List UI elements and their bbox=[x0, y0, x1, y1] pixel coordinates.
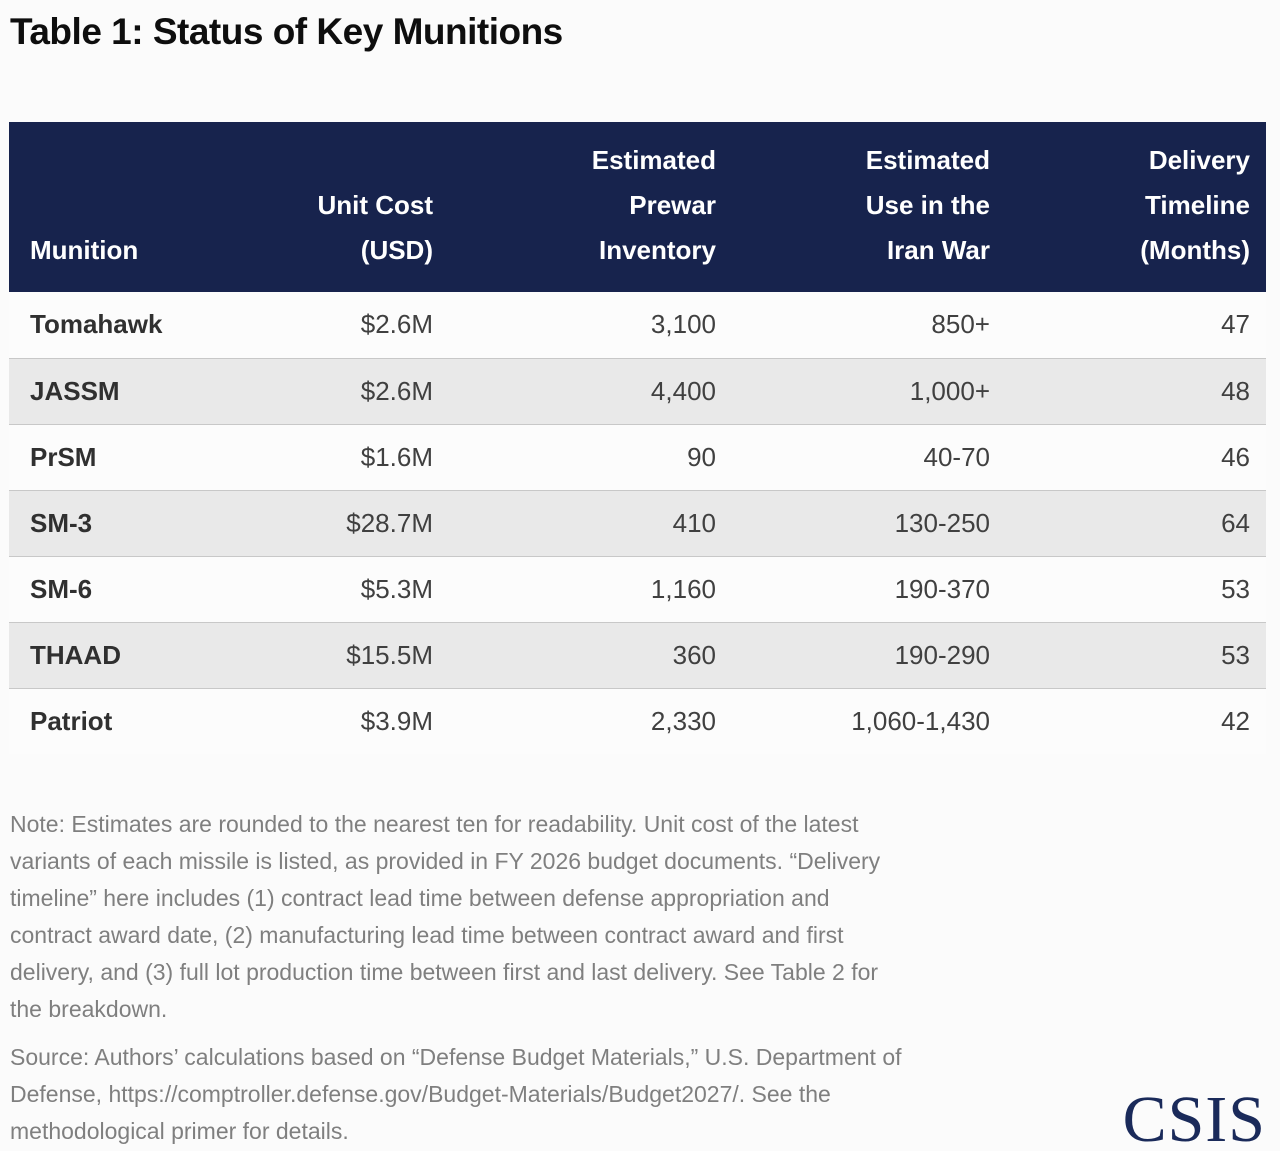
munition-name: PrSM bbox=[30, 441, 97, 472]
csis-logo: CSIS bbox=[1122, 1083, 1266, 1151]
column-header-munition: Munition bbox=[9, 122, 231, 292]
delivery-timeline-value: 47 bbox=[1221, 309, 1250, 340]
prewar-inventory-value: 410 bbox=[672, 507, 716, 538]
delivery-timeline-value: 64 bbox=[1221, 507, 1250, 538]
unit-cost-value: $2.6M bbox=[360, 375, 433, 406]
munition-name: SM-6 bbox=[30, 573, 93, 604]
delivery-timeline-value: 53 bbox=[1221, 573, 1250, 604]
column-header-iran-war-use: Estimated Use in the Iran War bbox=[732, 122, 1006, 292]
table-row-sm3: SM-3 $28.7M 410 130-250 64 bbox=[9, 490, 1266, 556]
column-header-delivery-timeline: Delivery Timeline (Months) bbox=[1006, 122, 1266, 292]
delivery-timeline-value: 53 bbox=[1221, 639, 1250, 670]
source-text: Source: Authors’ calculations based on “… bbox=[10, 1044, 902, 1144]
page-title: Table 1: Status of Key Munitions bbox=[10, 11, 563, 52]
prewar-inventory-value: 90 bbox=[687, 441, 716, 472]
munition-name: Tomahawk bbox=[30, 309, 163, 340]
iran-war-use-value: 850+ bbox=[931, 309, 990, 340]
munition-name: THAAD bbox=[30, 639, 121, 670]
note-text: Note: Estimates are rounded to the neare… bbox=[10, 811, 881, 1022]
column-header-unit-cost: Unit Cost (USD) bbox=[231, 122, 449, 292]
table-row-prsm: PrSM $1.6M 90 40-70 46 bbox=[9, 424, 1266, 490]
column-header-prewar-inventory: Estimated Prewar Inventory bbox=[449, 122, 732, 292]
prewar-inventory-value: 360 bbox=[672, 639, 716, 670]
unit-cost-value: $2.6M bbox=[360, 309, 433, 340]
unit-cost-value: $1.6M bbox=[360, 441, 433, 472]
iran-war-use-value: 1,000+ bbox=[909, 375, 990, 406]
munition-name: Patriot bbox=[30, 705, 113, 736]
table-row-sm6: SM-6 $5.3M 1,160 190-370 53 bbox=[9, 556, 1266, 622]
table-row-tomahawk: Tomahawk $2.6M 3,100 850+ 47 bbox=[9, 292, 1266, 358]
table-row-thaad: THAAD $15.5M 360 190-290 53 bbox=[9, 622, 1266, 688]
munitions-table: Munition Unit Cost (USD) Estimated Prewa… bbox=[9, 122, 1266, 754]
iran-war-use-value: 130-250 bbox=[894, 507, 990, 538]
table-row-patriot: Patriot $3.9M 2,330 1,060-1,430 42 bbox=[9, 688, 1266, 754]
delivery-timeline-value: 48 bbox=[1221, 375, 1250, 406]
iran-war-use-value: 190-290 bbox=[894, 639, 990, 670]
munition-name: JASSM bbox=[30, 375, 120, 406]
table-row-jassm: JASSM $2.6M 4,400 1,000+ 48 bbox=[9, 358, 1266, 424]
unit-cost-value: $28.7M bbox=[346, 507, 433, 538]
iran-war-use-value: 190-370 bbox=[894, 573, 990, 604]
prewar-inventory-value: 4,400 bbox=[650, 375, 716, 406]
unit-cost-value: $5.3M bbox=[360, 573, 433, 604]
unit-cost-value: $3.9M bbox=[360, 705, 433, 736]
delivery-timeline-value: 46 bbox=[1221, 441, 1250, 472]
iran-war-use-value: 40-70 bbox=[923, 441, 991, 472]
prewar-inventory-value: 1,160 bbox=[650, 573, 716, 604]
delivery-timeline-value: 42 bbox=[1221, 705, 1250, 736]
prewar-inventory-value: 2,330 bbox=[650, 705, 716, 736]
munition-name: SM-3 bbox=[30, 507, 93, 538]
unit-cost-value: $15.5M bbox=[346, 639, 433, 670]
prewar-inventory-value: 3,100 bbox=[650, 309, 716, 340]
table-header-row: Munition Unit Cost (USD) Estimated Prewa… bbox=[9, 122, 1266, 292]
iran-war-use-value: 1,060-1,430 bbox=[851, 705, 990, 736]
